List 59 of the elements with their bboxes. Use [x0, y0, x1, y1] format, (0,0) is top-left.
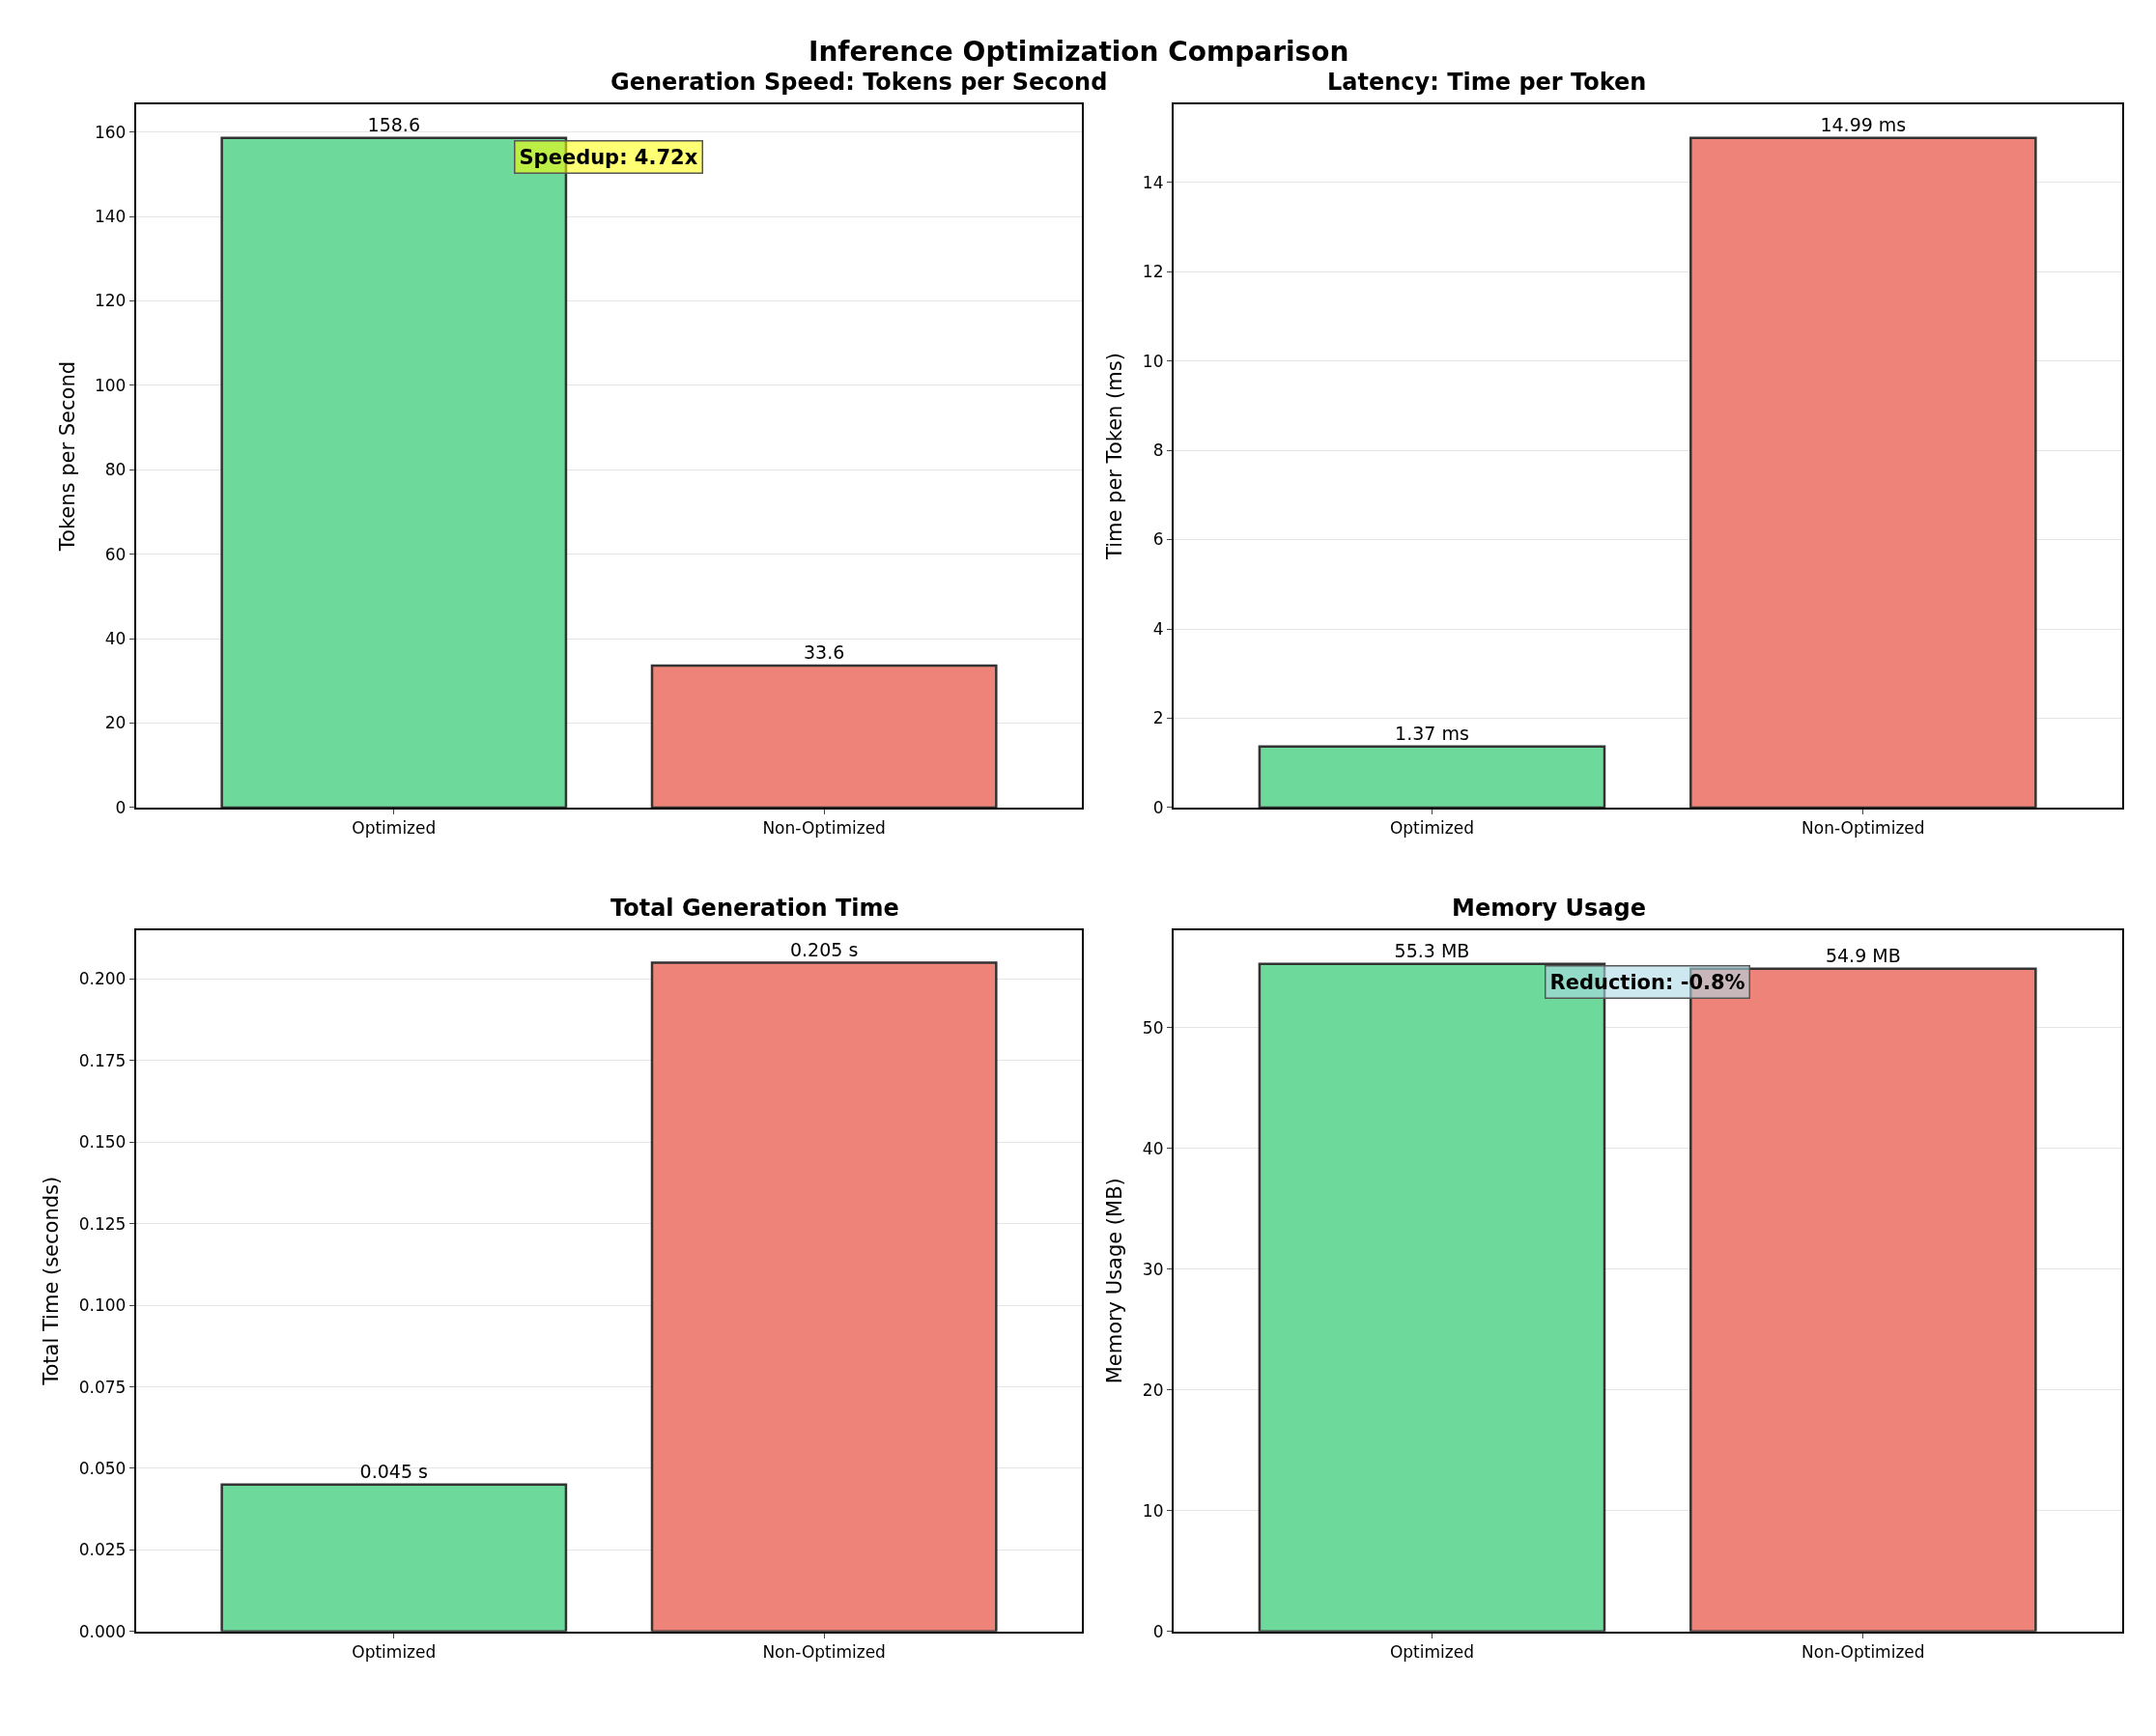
y-tick-label: 60 [104, 544, 127, 564]
x-tick-label: Optimized [1389, 1641, 1474, 1662]
chart-title: Total Generation Time [610, 895, 899, 922]
y-tick-label: 120 [94, 291, 127, 311]
x-tick-label: Non-Optimized [1801, 1641, 1925, 1662]
y-tick-label: 6 [1152, 529, 1164, 550]
y-tick-label: 10 [1142, 351, 1164, 371]
y-tick-label: 0.050 [78, 1458, 127, 1478]
y-tick-label: 100 [94, 375, 127, 395]
y-tick-label: 160 [94, 122, 127, 142]
y-tick-label: 30 [1142, 1259, 1164, 1279]
y-tick-label: 0.200 [78, 969, 127, 989]
data-label: 55.3 MB [1394, 939, 1470, 961]
y-tick-label: 40 [104, 629, 127, 649]
chart-title: Memory Usage [1452, 895, 1646, 922]
y-axis-title: Total Time (seconds) [40, 1176, 64, 1386]
y-tick-label: 0.100 [78, 1295, 127, 1316]
x-tick-label: Optimized [352, 1641, 437, 1662]
x-tick-label: Non-Optimized [762, 1641, 886, 1662]
y-tick-label: 0.075 [78, 1377, 127, 1397]
y-tick-label: 80 [104, 460, 127, 480]
data-label: 54.9 MB [1825, 944, 1901, 966]
y-tick-label: 10 [1142, 1500, 1164, 1521]
annotation: Reduction: -0.8% [1549, 970, 1745, 994]
y-tick-label: 12 [1142, 262, 1164, 282]
x-tick-label: Optimized [1389, 818, 1474, 839]
x-tick-label: Non-Optimized [762, 818, 886, 839]
y-tick-label: 20 [1142, 1380, 1164, 1400]
data-label: 1.37 ms [1395, 722, 1469, 744]
y-tick-label: 0 [1152, 797, 1164, 817]
y-tick-label: 40 [1142, 1138, 1164, 1158]
y-tick-label: 2 [1152, 708, 1164, 728]
text: Inference Optimization Comparison [808, 36, 1349, 68]
data-label: 158.6 [367, 113, 420, 135]
x-tick-label: Non-Optimized [1801, 818, 1925, 839]
data-label: 14.99 ms [1820, 113, 1907, 135]
chart-title: Generation Speed: Tokens per Second [610, 69, 1108, 96]
chart-title: Latency: Time per Token [1327, 69, 1647, 96]
data-label: 33.6 [804, 641, 845, 664]
y-tick-label: 14 [1142, 172, 1164, 192]
y-axis-title: Time per Token (ms) [1103, 353, 1127, 560]
y-tick-label: 0 [1152, 1621, 1164, 1641]
data-label: 0.205 s [789, 938, 859, 960]
y-tick-label: 0.150 [78, 1132, 127, 1153]
annotation: Speedup: 4.72x [519, 145, 698, 169]
y-tick-label: 0.125 [78, 1213, 127, 1234]
y-tick-label: 0.175 [78, 1050, 127, 1070]
y-tick-label: 0.025 [78, 1540, 127, 1560]
data-label: 0.045 s [359, 1460, 428, 1482]
y-tick-label: 140 [94, 206, 127, 226]
y-axis-title: Tokens per Second [55, 360, 79, 553]
y-tick-label: 50 [1142, 1017, 1164, 1038]
y-axis-title: Memory Usage (MB) [1103, 1178, 1127, 1384]
y-tick-label: 4 [1152, 618, 1164, 639]
y-tick-label: 0.000 [78, 1621, 127, 1641]
y-tick-label: 8 [1152, 441, 1164, 461]
x-tick-label: Optimized [352, 818, 437, 839]
y-tick-label: 0 [115, 797, 127, 817]
y-tick-label: 20 [104, 713, 127, 733]
